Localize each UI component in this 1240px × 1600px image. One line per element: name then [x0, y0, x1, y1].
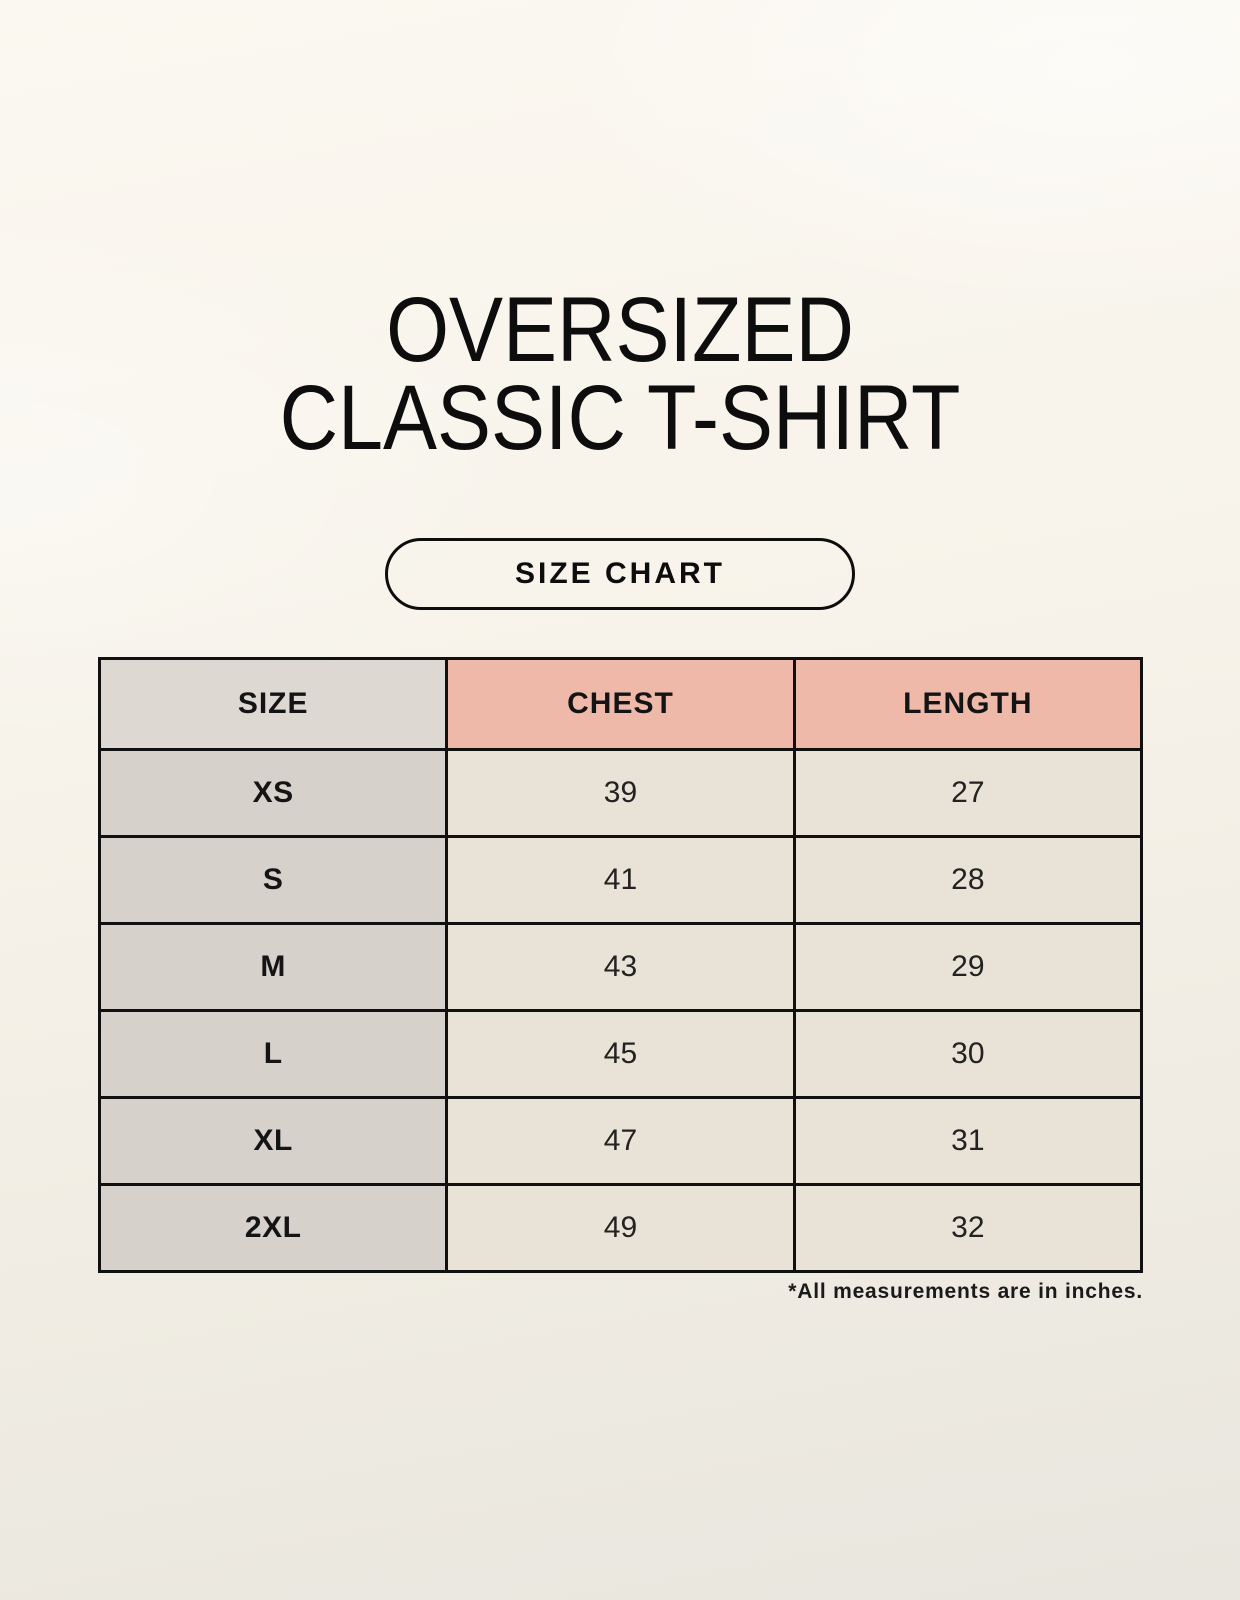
chest-cell: 47 — [445, 1096, 796, 1186]
size-cell: L — [97, 1009, 449, 1099]
chest-cell: 43 — [445, 922, 796, 1012]
table-row-m: M 43 29 — [97, 922, 1144, 1012]
column-header-length: LENGTH — [792, 657, 1144, 751]
size-cell: XL — [97, 1096, 449, 1186]
table-row-xl: XL 47 31 — [97, 1096, 1144, 1186]
length-cell: 32 — [792, 1183, 1144, 1273]
column-header-size: SIZE — [97, 657, 449, 751]
chest-cell: 45 — [445, 1009, 796, 1099]
table-header-row: SIZE CHEST LENGTH — [97, 657, 1144, 751]
table-row-xs: XS 39 27 — [97, 748, 1144, 838]
table-row-2xl: 2XL 49 32 — [97, 1183, 1144, 1273]
size-cell: S — [97, 835, 449, 925]
column-header-chest: CHEST — [445, 657, 796, 751]
measurements-note: *All measurements are in inches. — [788, 1280, 1143, 1303]
product-title-line-1: OVERSIZED — [386, 279, 854, 381]
table-row-l: L 45 30 — [97, 1009, 1144, 1099]
size-chart-table: SIZE CHEST LENGTH XS 39 27 S 41 28 M 43 … — [97, 657, 1144, 1273]
length-cell: 28 — [792, 835, 1144, 925]
length-cell: 29 — [792, 922, 1144, 1012]
size-cell: M — [97, 922, 449, 1012]
product-title: OVERSIZED CLASSIC T-SHIRT — [74, 279, 1165, 469]
length-cell: 27 — [792, 748, 1144, 838]
length-cell: 30 — [792, 1009, 1144, 1099]
size-cell: 2XL — [97, 1183, 449, 1273]
size-chart-button[interactable]: SIZE CHART — [385, 538, 855, 610]
table-row-s: S 41 28 — [97, 835, 1144, 925]
chest-cell: 49 — [445, 1183, 796, 1273]
chest-cell: 41 — [445, 835, 796, 925]
size-chart-button-label: SIZE CHART — [515, 557, 725, 590]
length-cell: 31 — [792, 1096, 1144, 1186]
chest-cell: 39 — [445, 748, 796, 838]
product-title-line-2: CLASSIC T-SHIRT — [279, 367, 961, 469]
size-cell: XS — [97, 748, 449, 838]
